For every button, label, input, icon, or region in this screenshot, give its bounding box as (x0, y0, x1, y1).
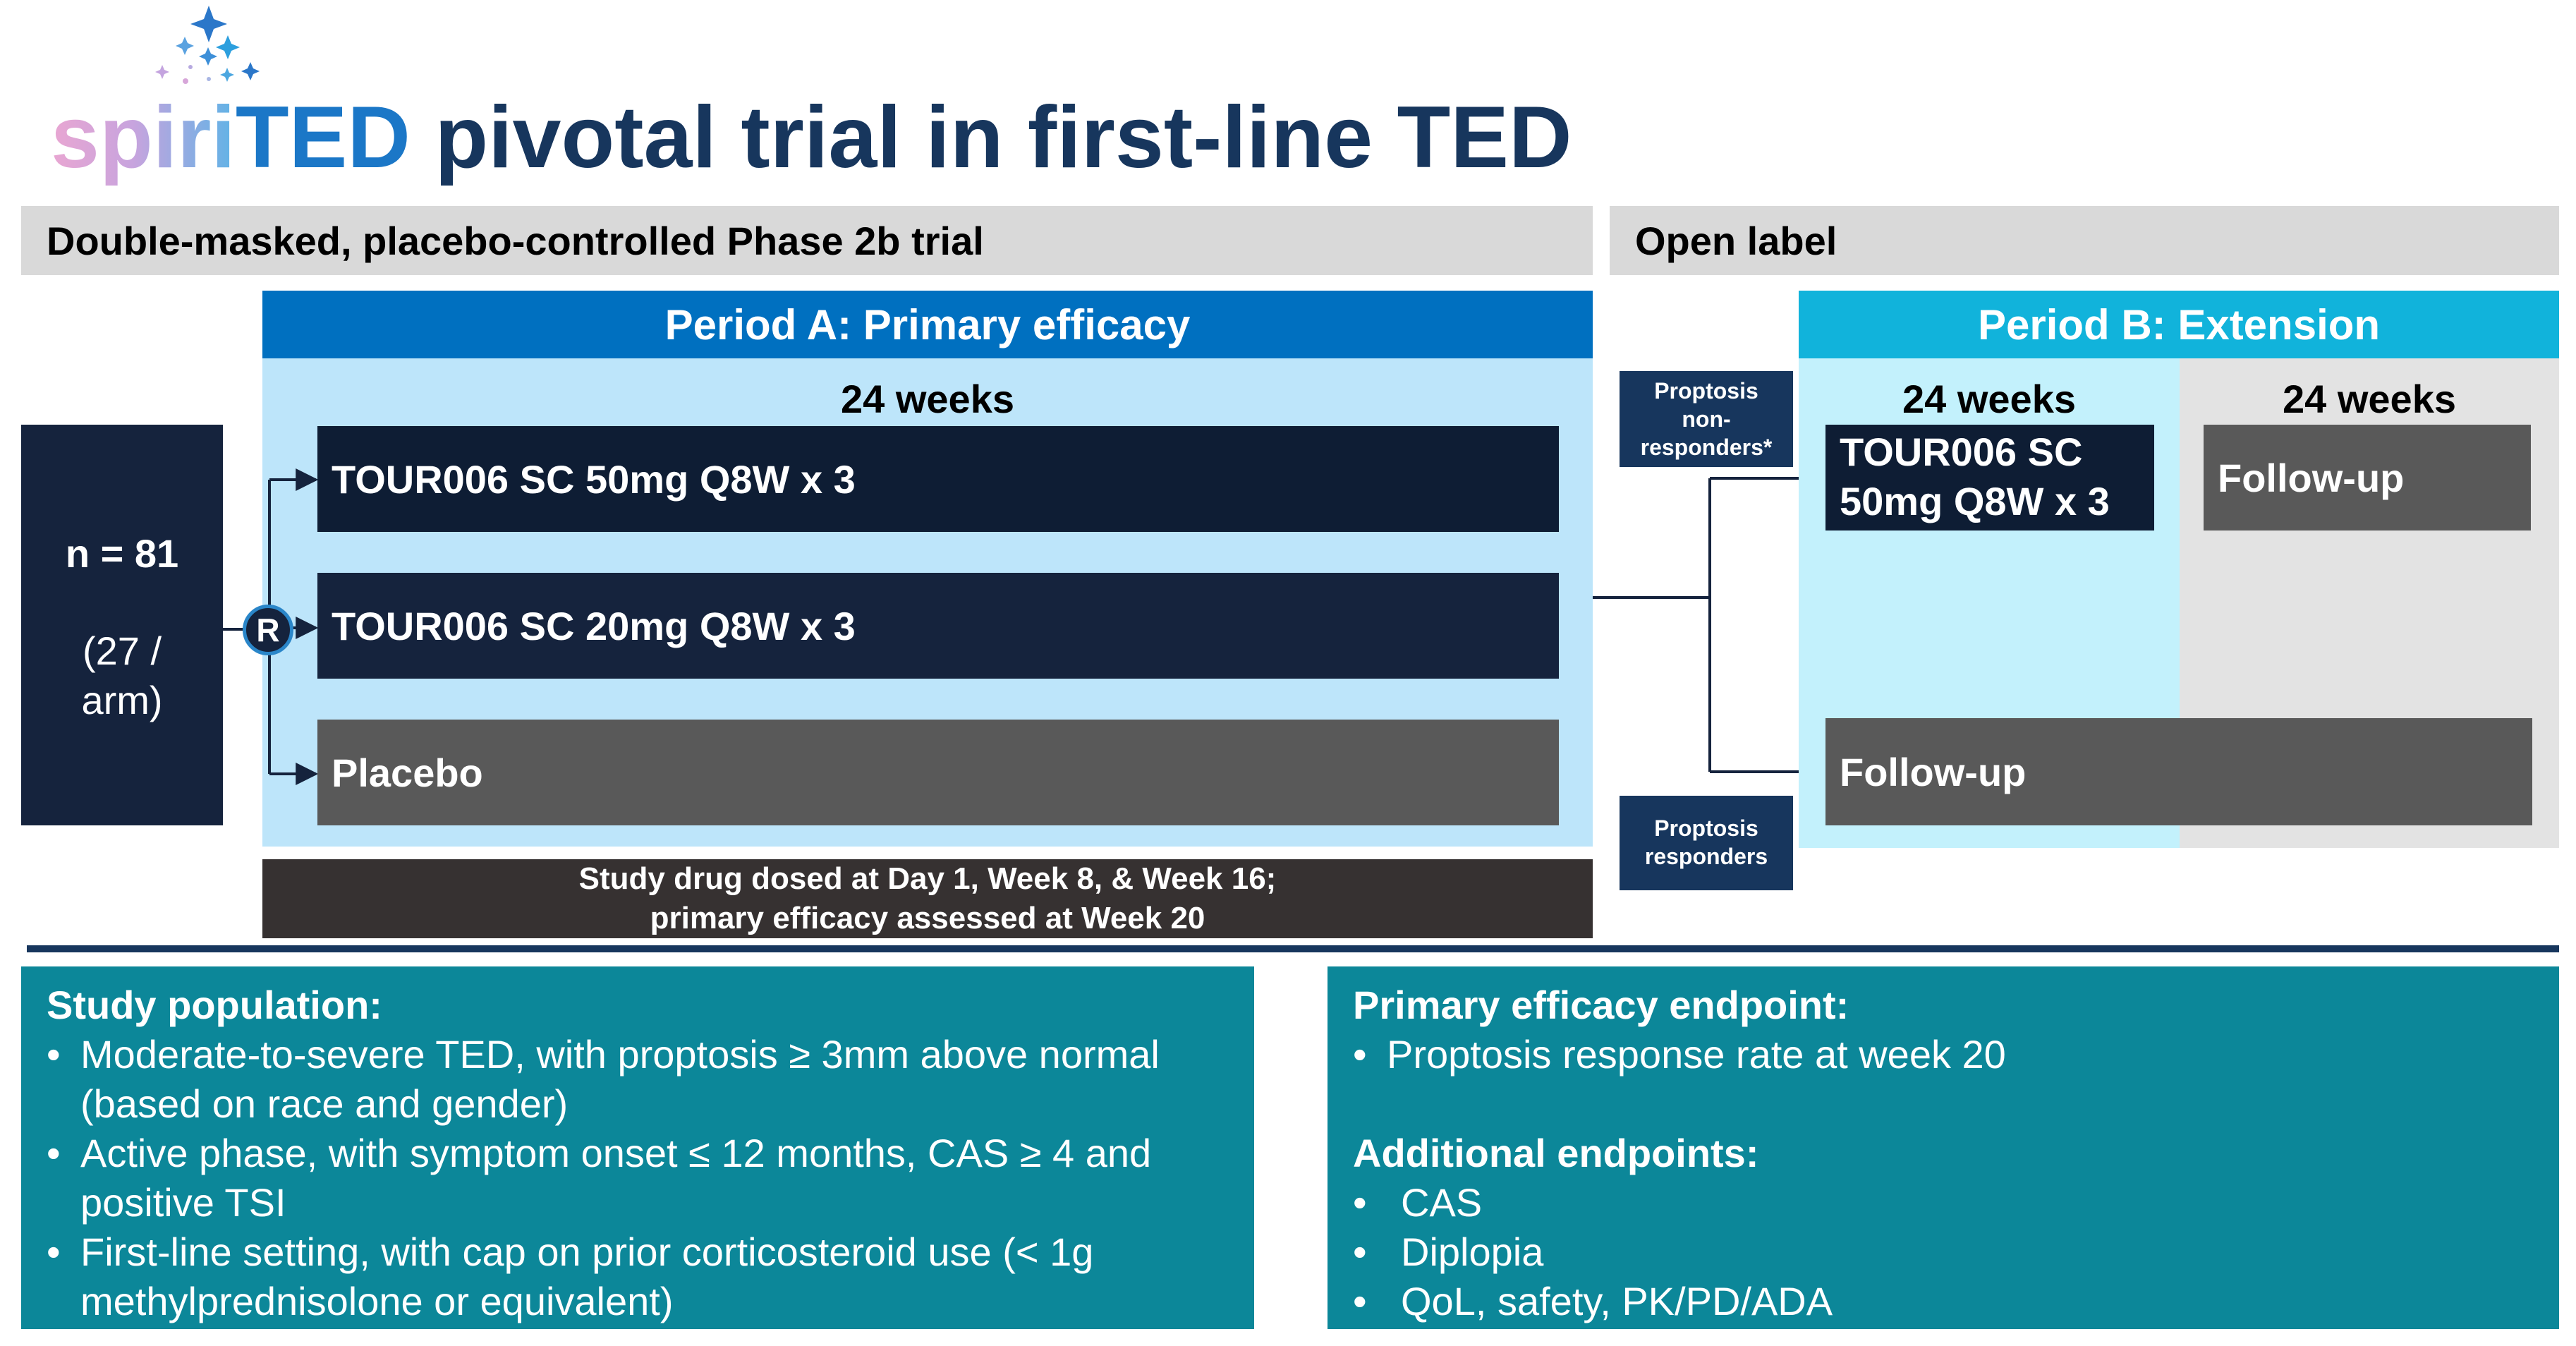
sparkle-star-icon (190, 6, 227, 42)
period-b-followup-duration: 24 weeks (2283, 377, 2456, 421)
extension-treatment-box: TOUR006 SC 50mg Q8W x 3 (1825, 425, 2154, 530)
study-population-panel: Study population: Moderate-to-severe TED… (21, 966, 1254, 1329)
extension-treatment-line1: TOUR006 SC (1840, 430, 2083, 474)
period-b-header: Period B: Extension (1799, 291, 2559, 358)
non-responders-line1: Proptosis (1654, 378, 1758, 404)
responders-label: Proptosis responders (1620, 796, 1793, 890)
enrollment-n: n = 81 (65, 531, 179, 576)
period-a-duration: 24 weeks (841, 377, 1014, 421)
period-a-header: Period A: Primary efficacy (262, 291, 1593, 358)
page-title: spiriTED pivotal trial in first-line TED (51, 92, 1572, 183)
arm-placebo: Placebo (317, 720, 1559, 825)
randomization-label: R (256, 612, 280, 648)
responders-line2: responders (1644, 844, 1768, 869)
period-a-title: Period A: Primary efficacy (664, 301, 1191, 348)
non-responders-line2: non- (1682, 406, 1731, 432)
non-responders-label: Proptosis non- responders* (1620, 371, 1793, 467)
primary-endpoint-heading: Primary efficacy endpoint: (1353, 983, 1849, 1027)
endpoints-panel: Primary efficacy endpoint: Proptosis res… (1328, 966, 2559, 1329)
enrollment-box: n = 81 (27 / arm) (21, 425, 223, 825)
study-population-heading: Study population: (47, 983, 382, 1027)
arm-20mg-label: TOUR006 SC 20mg Q8W x 3 (332, 603, 856, 648)
study-population-item: Moderate-to-severe TED, with proptosis ≥… (21, 1030, 1254, 1129)
arm-50mg: TOUR006 SC 50mg Q8W x 3 (317, 426, 1559, 532)
study-population-item: First-line setting, with cap on prior co… (21, 1227, 1254, 1326)
dosing-note-line1: Study drug dosed at Day 1, Week 8, & Wee… (578, 861, 1277, 896)
extension-treatment-line2: 50mg Q8W x 3 (1840, 479, 2110, 523)
section-divider (27, 945, 2559, 952)
arm-20mg: TOUR006 SC 20mg Q8W x 3 (317, 573, 1559, 679)
followup-bottom-label: Follow-up (1840, 749, 2027, 794)
brand-name-ted: TED (235, 89, 411, 186)
period-b-treatment-duration: 24 weeks (1902, 377, 2076, 421)
open-label-header-label: Open label (1635, 218, 1837, 263)
additional-endpoint-item: CAS (1328, 1178, 2559, 1227)
period-b-title: Period B: Extension (1977, 301, 2381, 348)
double-masked-header: Double-masked, placebo-controlled Phase … (21, 206, 1593, 275)
non-responders-line3: responders* (1640, 435, 1773, 460)
primary-endpoint-item: Proptosis response rate at week 20 (1328, 1030, 2559, 1079)
sparkles-logo-icon (155, 6, 260, 84)
additional-endpoint-item: Diplopia (1328, 1227, 2559, 1277)
arm-placebo-label: Placebo (332, 750, 483, 795)
dosing-note-line2: primary efficacy assessed at Week 20 (650, 901, 1205, 935)
enrollment-per-arm-line1: (27 / (82, 629, 162, 673)
study-population-item: Active phase, with symptom onset ≤ 12 mo… (21, 1129, 1254, 1227)
double-masked-header-label: Double-masked, placebo-controlled Phase … (47, 218, 984, 263)
enrollment-per-arm-line2: arm) (81, 678, 163, 722)
open-label-header: Open label (1610, 206, 2559, 275)
followup-box-top: Follow-up (2204, 425, 2531, 530)
additional-endpoint-item: QoL, safety, PK/PD/ADA (1328, 1277, 2559, 1326)
title-text: pivotal trial in first-line TED (410, 89, 1572, 186)
followup-box-bottom: Follow-up (1825, 718, 2532, 825)
responders-line1: Proptosis (1654, 816, 1758, 841)
additional-endpoints-heading: Additional endpoints: (1353, 1131, 1759, 1175)
dosing-note: Study drug dosed at Day 1, Week 8, & Wee… (262, 859, 1593, 938)
followup-top-label: Follow-up (2218, 455, 2405, 500)
brand-name-spiri: spiri (51, 89, 236, 186)
arm-50mg-label: TOUR006 SC 50mg Q8W x 3 (332, 456, 856, 502)
randomization-badge: R (243, 605, 293, 655)
